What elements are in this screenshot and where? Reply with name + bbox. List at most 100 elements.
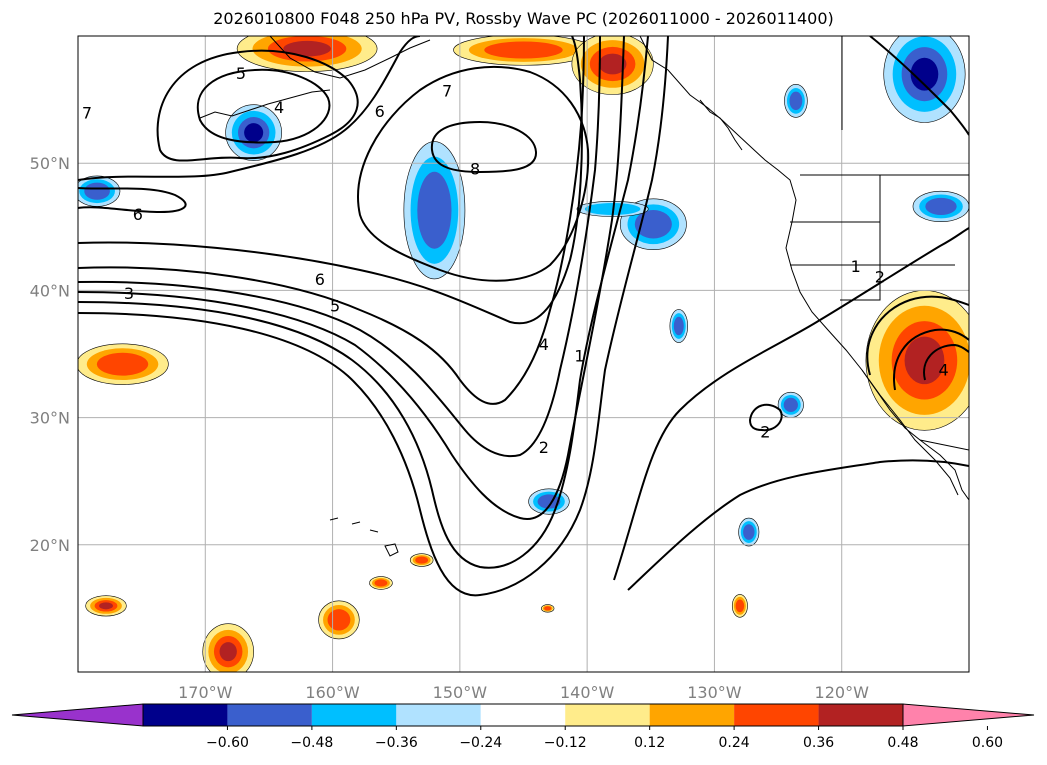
pv-contour-4-main: [78, 36, 601, 458]
positive-anomaly: [865, 290, 969, 431]
longitude-labels: 170°W 160°W 150°W 140°W 130°W 120°W: [178, 683, 869, 702]
pv-contour-label: 7: [82, 103, 92, 122]
anomaly-level: [327, 609, 351, 631]
latitude-labels: 50°N 40°N 30°N 20°N: [30, 154, 70, 555]
positive-anomaly: [369, 576, 393, 590]
pv-contour-6-north: [78, 36, 421, 181]
anomaly-level: [910, 57, 939, 91]
pv-contour-ridge-se: [866, 295, 969, 376]
pv-contour-1-east: [613, 227, 969, 581]
pv-contour-label: 1: [574, 346, 584, 365]
negative-anomaly: [784, 84, 808, 118]
colorbar-tick-label: 0.48: [887, 735, 918, 751]
positive-anomaly: [453, 36, 594, 66]
colorbar-tick-label: −0.60: [206, 735, 249, 751]
pv-contour-label: 3: [124, 284, 134, 303]
positive-anomaly: [541, 604, 555, 613]
lat-tick-label: 40°N: [30, 281, 70, 300]
coastline-north-america: [639, 36, 969, 501]
pv-contour-7-north: [357, 65, 590, 282]
anomaly-level: [544, 606, 552, 611]
negative-anomaly: [225, 104, 282, 161]
coastlines: [199, 36, 969, 557]
anomaly-level: [99, 602, 113, 610]
pv-contour-label: 5: [330, 297, 340, 316]
colorbar-tick-label: 0.60: [972, 735, 1003, 751]
colorbar-extend-low: [11, 703, 144, 727]
pv-contour-label: 6: [133, 205, 143, 224]
anomaly-level: [219, 642, 237, 662]
positive-anomaly: [731, 594, 748, 618]
pv-contour-8-north: [430, 120, 538, 174]
lon-tick-label: 140°W: [560, 683, 615, 702]
positive-anomaly: [78, 343, 169, 385]
lat-tick-label: 20°N: [30, 536, 70, 555]
anomaly-level: [735, 599, 745, 613]
colorbar-segment: [565, 704, 650, 726]
anomaly-level: [415, 556, 429, 564]
pv-contour-trough-se-inner: [923, 343, 969, 381]
pv-contour-4-north: [196, 68, 331, 144]
pv-contour-6-main: [78, 36, 583, 325]
us-mexico-border: [919, 439, 969, 451]
map-frame: [77, 35, 970, 673]
anomaly-level: [96, 352, 149, 376]
pv-contour-label: 2: [760, 423, 770, 442]
political-boundaries: [790, 36, 969, 451]
pv-contour-label: 5: [236, 64, 246, 83]
positive-anomaly: [571, 36, 654, 95]
pv-contour-2-main: [78, 36, 649, 569]
negative-anomaly: [403, 141, 466, 280]
pv-contour-1-south: [627, 459, 969, 591]
map-background: [78, 36, 969, 672]
pv-contour-label: 4: [539, 335, 549, 354]
colorbar: −0.60 −0.48 −0.36 −0.24 −0.12 0.12 0.24 0.36 0.4…: [11, 703, 1035, 751]
colorbar-segment: [649, 704, 735, 726]
colorbar-segment: [311, 704, 397, 726]
colorbar-tick-label: 0.36: [803, 735, 834, 751]
colorbar-segment: [143, 704, 228, 726]
colorbar-segment: [396, 704, 481, 726]
negative-anomaly: [738, 517, 760, 547]
anomaly-level: [904, 336, 945, 385]
lon-tick-label: 120°W: [815, 683, 870, 702]
positive-anomaly: [236, 36, 378, 72]
anomaly-level: [673, 316, 684, 336]
pv-contour-label: 2: [875, 267, 885, 286]
lat-tick-label: 30°N: [30, 409, 70, 428]
pv-contour-label: 8: [470, 159, 480, 178]
pv-contour-label: 6: [375, 102, 385, 121]
colorbar-segment: [480, 704, 566, 726]
pv-contour-5-main: [78, 36, 585, 405]
coastline-baja-california: [861, 369, 959, 496]
anomaly-level: [789, 91, 803, 111]
negative-anomaly: [528, 488, 570, 515]
negative-anomaly: [883, 36, 966, 123]
anomaly-level: [743, 524, 755, 540]
pv-contour-label: 1: [851, 257, 861, 276]
colorbar-segment: [734, 704, 819, 726]
positive-anomaly: [202, 623, 254, 672]
pv-contours: [78, 36, 969, 597]
pv-contour-6-west: [78, 187, 187, 214]
pv-contour-3-main: [78, 36, 625, 521]
colorbar-tick-label: 0.12: [634, 735, 665, 751]
colorbar-segment: [227, 704, 312, 726]
pv-contour-trough-se: [893, 328, 969, 391]
map-title: 2026010800 F048 250 hPa PV, Rossby Wave …: [213, 9, 834, 28]
pv-contour-2-east-loop: [748, 403, 783, 432]
pv-contour-5-north: [156, 49, 359, 162]
colorbar-extend-high: [902, 703, 1035, 727]
lon-tick-label: 170°W: [178, 683, 233, 702]
pv-contour-label: 6: [315, 270, 325, 289]
anomaly-level: [484, 41, 563, 59]
anomaly-level: [84, 182, 110, 200]
colorbar-tick-label: −0.24: [459, 735, 502, 751]
positive-anomaly: [318, 600, 360, 640]
pv-contour-label: 4: [274, 98, 284, 117]
coastline-alexander-archipelago: [699, 99, 743, 151]
lon-tick-label: 130°W: [687, 683, 742, 702]
pv-contour-label: 4: [938, 360, 948, 379]
positive-anomaly: [409, 553, 434, 567]
